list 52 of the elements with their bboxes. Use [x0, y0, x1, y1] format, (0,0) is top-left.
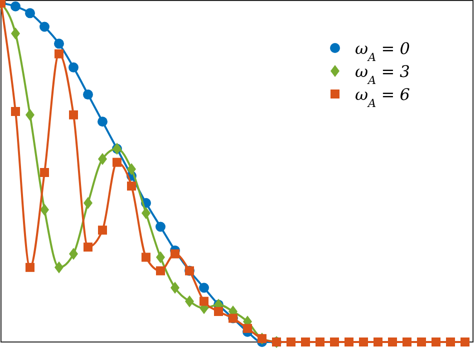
- point: [344, 338, 354, 346]
- point: [460, 338, 470, 346]
- point: [112, 158, 122, 167]
- point: [156, 266, 165, 276]
- point: [54, 38, 64, 49]
- legend-label: ω$_{A}$ = 6: [355, 85, 410, 110]
- legend-label: ω$_{A}$ = 0: [355, 39, 410, 64]
- point: [68, 62, 78, 72]
- point: [40, 204, 49, 216]
- point: [54, 49, 64, 58]
- legend-label: ω$_{A}$ = 3: [355, 62, 410, 86]
- point: [316, 338, 324, 346]
- point: [83, 90, 93, 100]
- point: [170, 249, 180, 258]
- point: [98, 152, 107, 165]
- point: [11, 106, 20, 116]
- point: [69, 248, 78, 260]
- point: [388, 338, 397, 346]
- point: [200, 296, 208, 306]
- point: [127, 163, 136, 176]
- point: [54, 261, 64, 274]
- point: [40, 22, 50, 32]
- point: [26, 108, 34, 121]
- point: [25, 8, 35, 18]
- point: [11, 28, 20, 40]
- point: [84, 242, 92, 252]
- point: [98, 226, 107, 235]
- point: [170, 282, 180, 294]
- point: [243, 324, 252, 333]
- point: [10, 1, 20, 12]
- point: [359, 338, 368, 346]
- point: [301, 338, 310, 346]
- point: [446, 338, 455, 346]
- point: [40, 168, 49, 177]
- point: [374, 338, 382, 346]
- point: [286, 338, 296, 346]
- point: [402, 338, 412, 346]
- point: [142, 252, 150, 262]
- point: [432, 338, 440, 346]
- point: [417, 338, 426, 346]
- point: [214, 306, 223, 316]
- point: [84, 197, 92, 210]
- point: [330, 338, 339, 346]
- point: [185, 295, 194, 308]
- point: [69, 110, 78, 120]
- point: [142, 207, 150, 220]
- point: [98, 116, 108, 127]
- point: [127, 182, 136, 191]
- point: [156, 251, 165, 264]
- point: [199, 282, 209, 293]
- point: [26, 262, 34, 272]
- point: [156, 222, 166, 232]
